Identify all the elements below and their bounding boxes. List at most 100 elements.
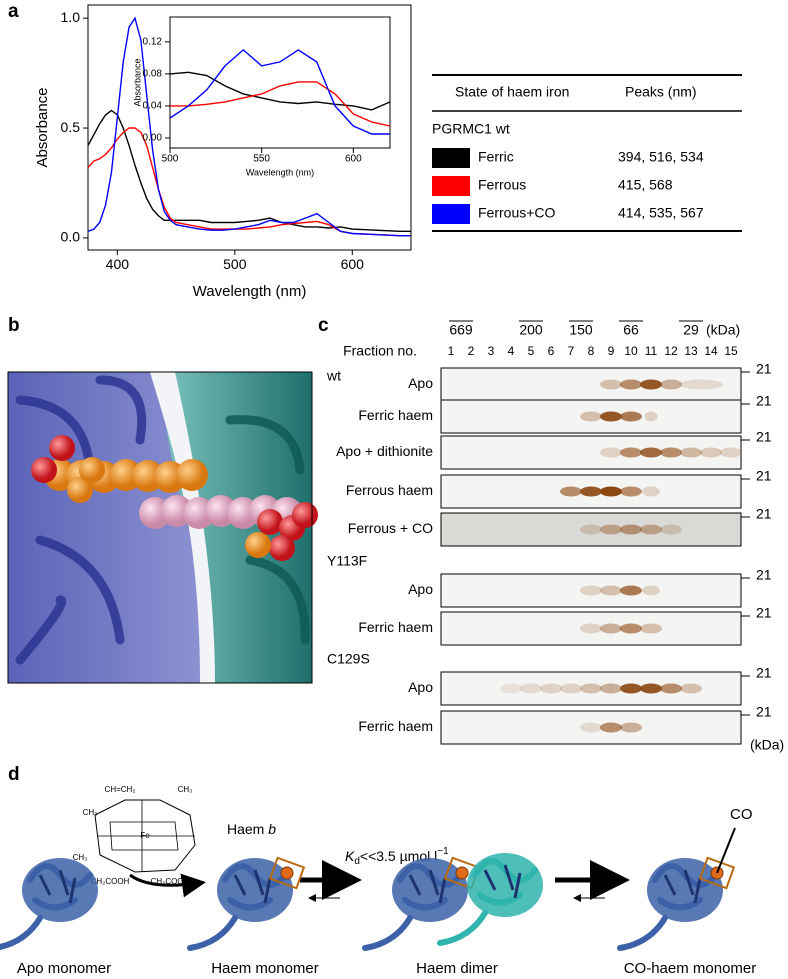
- gel-band: [640, 379, 662, 390]
- y-axis-label: Absorbance: [132, 58, 142, 106]
- panel-label: c: [318, 315, 329, 336]
- fraction-label: Fraction no.: [343, 343, 417, 359]
- chem-label: CH₃: [83, 808, 98, 817]
- gel-band: [620, 524, 642, 535]
- gel-band: [600, 524, 622, 535]
- row-label: Ferric haem: [358, 619, 433, 635]
- gel-band: [600, 623, 622, 634]
- gel-band: [600, 411, 622, 422]
- row-label: Apo: [408, 679, 433, 695]
- decoration: [22, 858, 98, 922]
- gel-band: [720, 447, 742, 458]
- decoration: [233, 869, 272, 904]
- gel-band: [642, 486, 660, 497]
- state-label: Apo monomer: [17, 960, 111, 977]
- panel-label: d: [8, 764, 20, 785]
- gel-lane: [440, 367, 742, 402]
- fraction-number: 13: [684, 344, 698, 358]
- gel-band: [600, 722, 622, 733]
- table-cell: Ferrous+CO: [478, 205, 556, 221]
- gel-band: [600, 486, 622, 497]
- chem-label: CH₃: [73, 853, 88, 862]
- co-label: CO: [730, 806, 753, 823]
- fraction-number: 5: [528, 344, 535, 358]
- state-label: CO-haem monomer: [624, 960, 757, 977]
- y-tick-label: 0.12: [143, 36, 163, 47]
- chem-label: CH₂COOH: [91, 877, 130, 886]
- spectrum-line: [87, 109, 411, 232]
- gel-band: [600, 379, 622, 390]
- y-tick-label: 1.0: [61, 9, 81, 25]
- decoration: [408, 869, 447, 904]
- gel-band: [660, 379, 682, 390]
- fraction-number: 15: [724, 344, 738, 358]
- spectrum-line: [170, 81, 391, 127]
- fraction-number: 6: [548, 344, 555, 358]
- size-marker: 66: [623, 322, 639, 338]
- size-marker: 669: [449, 322, 473, 338]
- gel-band: [620, 447, 642, 458]
- fraction-number: 1: [448, 344, 455, 358]
- decoration: [455, 866, 469, 880]
- fraction-number: 4: [508, 344, 515, 358]
- gel-band: [580, 722, 602, 733]
- row-label: Ferrous haem: [346, 482, 433, 498]
- spectrum-line: [169, 71, 391, 111]
- decoration: [38, 869, 77, 904]
- gel-lane: [440, 671, 742, 706]
- gel-band: [620, 722, 642, 733]
- y-tick-label: 0.00: [143, 133, 163, 144]
- gel-band: [620, 379, 642, 390]
- size-marker: 200: [519, 322, 543, 338]
- gel-lane: [440, 435, 742, 470]
- gel-band: [600, 447, 622, 458]
- gel-band: [640, 447, 662, 458]
- haem-label-text: Haem: [227, 821, 268, 837]
- x-tick-label: 600: [345, 154, 362, 165]
- gel-band: [520, 683, 542, 694]
- y-tick-label: 0.0: [61, 229, 81, 245]
- fraction-number: 2: [468, 344, 475, 358]
- decoration: [292, 502, 318, 528]
- gel-lane: [440, 399, 742, 434]
- spectrum-line: [169, 48, 390, 135]
- color-swatch: [432, 204, 470, 224]
- table-cell: 415, 568: [618, 177, 673, 193]
- fraction-number: 12: [664, 344, 678, 358]
- gel-lane: [440, 710, 742, 745]
- y-tick-label: 0.5: [61, 119, 81, 135]
- state-label: Haem dimer: [416, 960, 498, 977]
- gel-band: [560, 486, 582, 497]
- fraction-number: 9: [608, 344, 615, 358]
- x-axis-label: Wavelength (nm): [246, 168, 314, 178]
- structure-render: [7, 371, 318, 684]
- unit-label: (kDa): [750, 737, 784, 753]
- row-label: Ferrous + CO: [348, 520, 433, 536]
- mw-label: 21: [756, 704, 772, 720]
- mw-label: 21: [756, 567, 772, 583]
- group-label: C129S: [327, 651, 370, 667]
- mw-label: 21: [756, 665, 772, 681]
- decoration: [268, 856, 306, 890]
- gel-band: [540, 683, 562, 694]
- decoration: [49, 435, 75, 461]
- x-tick-label: 550: [253, 154, 270, 165]
- chem-label: CH₃: [178, 785, 193, 794]
- gel-band: [600, 585, 622, 596]
- fraction-number: 7: [568, 344, 575, 358]
- decoration: [67, 477, 93, 503]
- gel-band: [500, 683, 522, 694]
- x-tick-label: 500: [223, 256, 247, 272]
- y-tick-label: 0.04: [143, 101, 163, 112]
- haem-label-italic: b: [268, 821, 276, 837]
- state-label: Haem monomer: [211, 960, 319, 977]
- gel-band: [580, 585, 602, 596]
- table-header: State of haem iron: [455, 84, 569, 100]
- gel-band: [620, 585, 642, 596]
- table-header: Peaks (nm): [625, 84, 697, 100]
- table-cell: Ferrous: [478, 177, 526, 193]
- decoration: [483, 864, 522, 899]
- y-axis-label: Absorbance: [34, 87, 51, 167]
- chem-label: CH=CH₂: [105, 785, 136, 794]
